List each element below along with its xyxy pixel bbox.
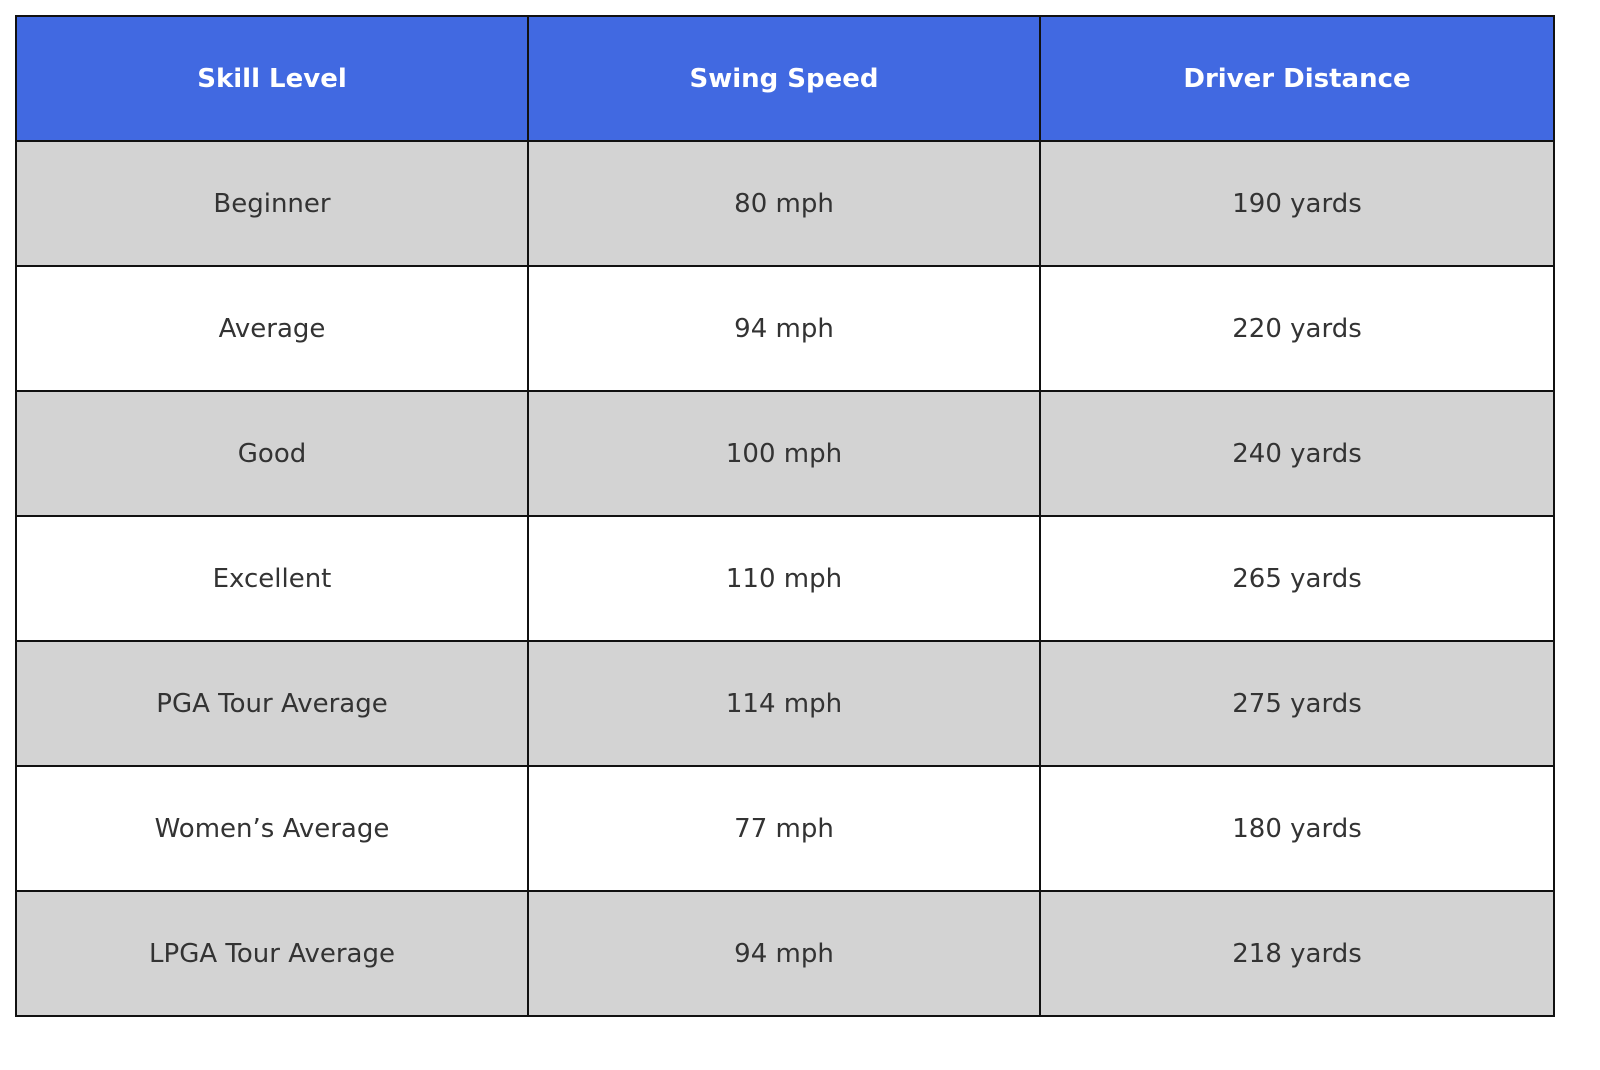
cell-swing-speed: 80 mph xyxy=(527,140,1041,267)
table-row: LPGA Tour Average 94 mph 218 yards xyxy=(15,890,1555,1017)
cell-skill-level: Beginner xyxy=(15,140,529,267)
header-swing-speed: Swing Speed xyxy=(527,15,1041,142)
cell-skill-level: Excellent xyxy=(15,515,529,642)
table-row: Average 94 mph 220 yards xyxy=(15,265,1555,392)
cell-driver-distance: 240 yards xyxy=(1039,390,1555,517)
table-row: Women’s Average 77 mph 180 yards xyxy=(15,765,1555,892)
header-row: Skill Level Swing Speed Driver Distance xyxy=(15,15,1555,142)
header-skill-level: Skill Level xyxy=(15,15,529,142)
cell-driver-distance: 265 yards xyxy=(1039,515,1555,642)
cell-skill-level: PGA Tour Average xyxy=(15,640,529,767)
header-driver-distance: Driver Distance xyxy=(1039,15,1555,142)
cell-swing-speed: 77 mph xyxy=(527,765,1041,892)
cell-skill-level: LPGA Tour Average xyxy=(15,890,529,1017)
cell-skill-level: Women’s Average xyxy=(15,765,529,892)
cell-driver-distance: 190 yards xyxy=(1039,140,1555,267)
cell-swing-speed: 114 mph xyxy=(527,640,1041,767)
cell-driver-distance: 275 yards xyxy=(1039,640,1555,767)
cell-swing-speed: 94 mph xyxy=(527,890,1041,1017)
golf-swing-table-container: Skill Level Swing Speed Driver Distance … xyxy=(15,15,1555,1017)
cell-driver-distance: 180 yards xyxy=(1039,765,1555,892)
table-row: PGA Tour Average 114 mph 275 yards xyxy=(15,640,1555,767)
table-row: Beginner 80 mph 190 yards xyxy=(15,140,1555,267)
table-row: Good 100 mph 240 yards xyxy=(15,390,1555,517)
table-row: Excellent 110 mph 265 yards xyxy=(15,515,1555,642)
cell-swing-speed: 100 mph xyxy=(527,390,1041,517)
cell-skill-level: Good xyxy=(15,390,529,517)
cell-swing-speed: 110 mph xyxy=(527,515,1041,642)
cell-swing-speed: 94 mph xyxy=(527,265,1041,392)
cell-skill-level: Average xyxy=(15,265,529,392)
cell-driver-distance: 220 yards xyxy=(1039,265,1555,392)
swing-speed-table: Skill Level Swing Speed Driver Distance … xyxy=(15,15,1555,1017)
cell-driver-distance: 218 yards xyxy=(1039,890,1555,1017)
